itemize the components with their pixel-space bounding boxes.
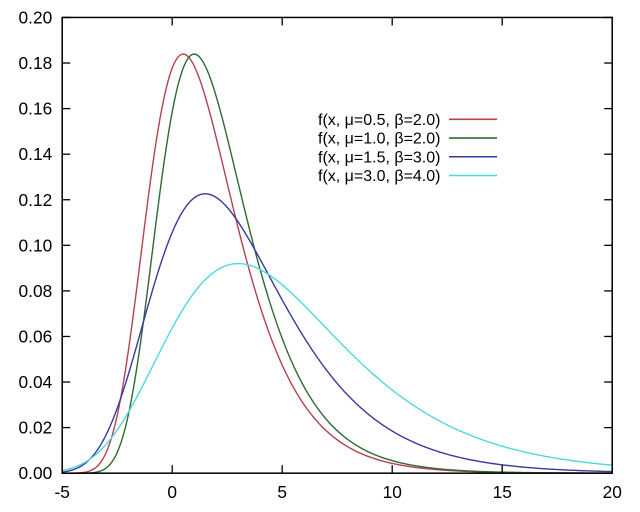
svg-text:0.02: 0.02 [19,418,53,438]
svg-text:20: 20 [603,482,622,502]
svg-text:0.18: 0.18 [19,53,53,73]
svg-text:0.00: 0.00 [19,463,53,483]
svg-text:0.16: 0.16 [19,99,53,119]
svg-text:f(x, μ=1.0, β=2.0): f(x, μ=1.0, β=2.0) [318,131,440,148]
svg-text:0.08: 0.08 [19,281,53,301]
svg-text:0.20: 0.20 [19,7,53,27]
svg-text:5: 5 [277,482,287,502]
svg-text:15: 15 [493,482,512,502]
svg-text:f(x, μ=0.5, β=2.0): f(x, μ=0.5, β=2.0) [318,112,440,129]
svg-text:f(x, μ=1.5, β=3.0): f(x, μ=1.5, β=3.0) [318,149,440,166]
svg-text:f(x, μ=3.0, β=4.0): f(x, μ=3.0, β=4.0) [318,168,440,185]
svg-text:0.12: 0.12 [19,190,53,210]
svg-text:0.04: 0.04 [19,372,53,392]
svg-text:0: 0 [167,482,177,502]
svg-text:0.10: 0.10 [19,235,53,255]
svg-text:10: 10 [383,482,402,502]
svg-text:0.14: 0.14 [19,144,53,164]
svg-text:0.06: 0.06 [19,326,53,346]
svg-text:-5: -5 [55,482,70,502]
